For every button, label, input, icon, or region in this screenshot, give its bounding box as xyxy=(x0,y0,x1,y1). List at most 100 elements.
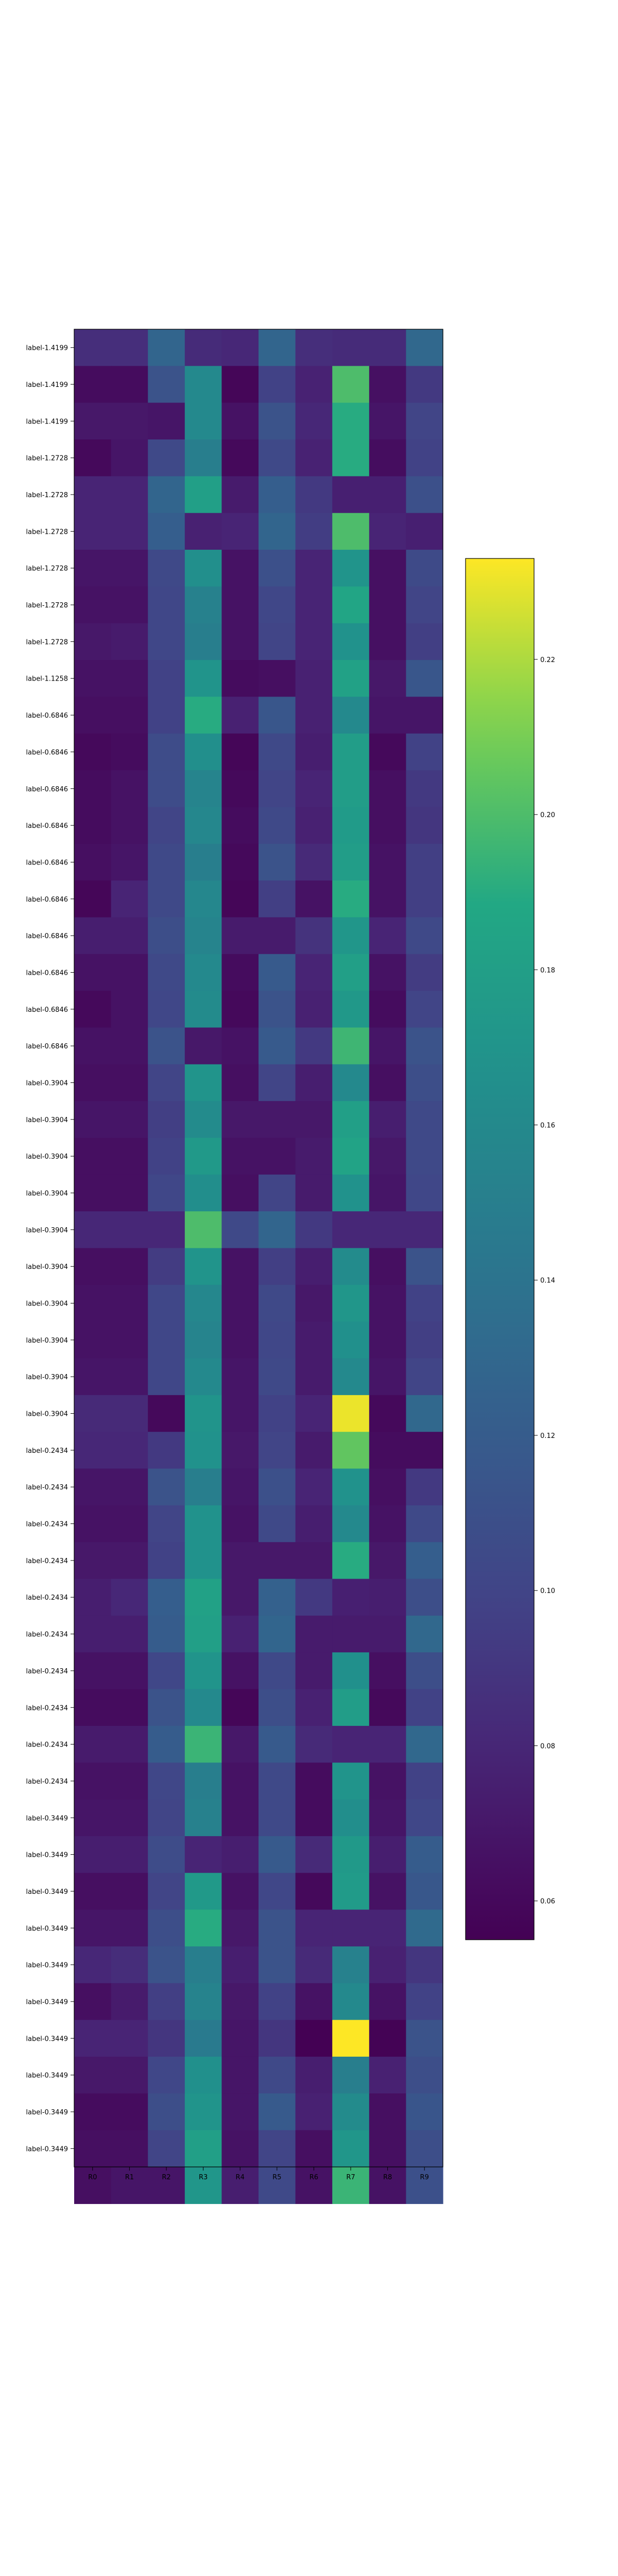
heatmap-cell xyxy=(221,1983,259,2021)
heatmap-cell xyxy=(295,366,333,403)
heatmap-cell xyxy=(111,1615,148,1653)
heatmap-cell xyxy=(295,1468,333,1506)
heatmap-cell xyxy=(332,550,370,587)
heatmap-cell xyxy=(148,1468,185,1506)
heatmap-cell xyxy=(406,733,443,771)
heatmap-cell xyxy=(295,329,333,366)
heatmap-cell xyxy=(406,1027,443,1065)
y-tick-label: label-1.2728 xyxy=(26,565,68,573)
heatmap-cell xyxy=(111,770,148,808)
heatmap-cell xyxy=(406,1579,443,1616)
heatmap-cell xyxy=(295,1983,333,2021)
heatmap-cell xyxy=(148,2020,185,2057)
y-tick-label: label-0.6846 xyxy=(26,1043,68,1050)
heatmap-cell xyxy=(295,1762,333,1800)
heatmap-cell xyxy=(332,439,370,477)
heatmap-cell xyxy=(406,1468,443,1506)
y-tick-label: label-0.2434 xyxy=(26,1594,68,1602)
x-tick-label: R5 xyxy=(272,2174,281,2181)
heatmap-cell xyxy=(111,1983,148,2021)
heatmap-cell xyxy=(221,439,259,477)
heatmap-cell xyxy=(295,1652,333,1690)
heatmap-cell xyxy=(221,1284,259,1322)
heatmap-cell xyxy=(295,954,333,991)
heatmap-cell xyxy=(369,1542,406,1580)
heatmap-cell xyxy=(184,1652,222,1690)
heatmap-cell xyxy=(332,660,370,697)
heatmap-cell xyxy=(184,843,222,881)
heatmap-cell xyxy=(406,2020,443,2057)
heatmap-cell xyxy=(148,954,185,991)
heatmap-cell xyxy=(259,1762,296,1800)
heatmap-cell xyxy=(148,1284,185,1322)
colorbar-tick-label: 0.12 xyxy=(540,1432,555,1440)
heatmap-cell xyxy=(74,1836,112,1873)
heatmap-cell xyxy=(295,697,333,734)
y-tick-label: label-1.2728 xyxy=(26,528,68,536)
heatmap-cell xyxy=(184,807,222,844)
heatmap-cell xyxy=(184,2093,222,2131)
heatmap-cell xyxy=(184,513,222,550)
y-tick-label: label-0.2434 xyxy=(26,1778,68,1786)
heatmap-cell xyxy=(148,513,185,550)
heatmap-cell xyxy=(74,1432,112,1469)
heatmap-cell xyxy=(295,623,333,660)
heatmap-cell xyxy=(74,807,112,844)
heatmap-cell xyxy=(184,1432,222,1469)
heatmap-cell xyxy=(332,1836,370,1873)
heatmap-cell xyxy=(221,1138,259,1175)
heatmap-cell xyxy=(74,1505,112,1543)
heatmap-cell xyxy=(369,770,406,808)
heatmap-cell xyxy=(74,2093,112,2131)
y-tick-label: label-1.2728 xyxy=(26,455,68,463)
heatmap-cell xyxy=(332,513,370,550)
heatmap-cell xyxy=(259,1174,296,1212)
heatmap-cell xyxy=(74,1248,112,1285)
heatmap-cell xyxy=(332,807,370,844)
heatmap-cell xyxy=(221,550,259,587)
heatmap-cell xyxy=(148,2093,185,2131)
heatmap-cell xyxy=(221,1542,259,1580)
heatmap-cell xyxy=(148,550,185,587)
heatmap-cell xyxy=(184,550,222,587)
heatmap-cell xyxy=(332,1395,370,1432)
x-tick-label: R3 xyxy=(199,2174,208,2181)
heatmap-cell xyxy=(259,1946,296,1984)
heatmap-cell xyxy=(369,2020,406,2057)
heatmap-cell xyxy=(295,1689,333,1726)
heatmap-cell xyxy=(295,1615,333,1653)
heatmap-cell xyxy=(369,2130,406,2167)
heatmap-cell xyxy=(184,2167,222,2204)
heatmap-cell xyxy=(184,1138,222,1175)
heatmap-cell xyxy=(369,439,406,477)
y-tick-label: label-0.3449 xyxy=(26,1888,68,1896)
y-tick-label: label-0.3449 xyxy=(26,2109,68,2116)
heatmap-cell xyxy=(221,2056,259,2094)
heatmap-cell xyxy=(369,1652,406,1690)
heatmap-cell xyxy=(332,1358,370,1396)
heatmap-cell xyxy=(111,1799,148,1837)
heatmap-cell xyxy=(148,439,185,477)
heatmap-cell xyxy=(295,476,333,514)
heatmap-cell xyxy=(259,439,296,477)
heatmap-cell xyxy=(221,1432,259,1469)
heatmap-cell xyxy=(259,550,296,587)
colorbar-tick-label: 0.08 xyxy=(540,1742,555,1750)
heatmap-cell xyxy=(295,991,333,1028)
heatmap-cell xyxy=(295,439,333,477)
heatmap-cell xyxy=(332,1579,370,1616)
heatmap-cell xyxy=(184,1836,222,1873)
heatmap-cell xyxy=(184,366,222,403)
heatmap-cell xyxy=(74,1542,112,1580)
heatmap-cell xyxy=(184,1946,222,1984)
y-tick-label: label-0.3449 xyxy=(26,1998,68,2006)
heatmap-cell xyxy=(74,1395,112,1432)
heatmap-cell xyxy=(148,476,185,514)
heatmap-cell xyxy=(332,733,370,771)
heatmap-cell xyxy=(259,1358,296,1396)
heatmap-cell xyxy=(148,733,185,771)
heatmap-cell xyxy=(295,1358,333,1396)
y-tick-label: label-0.6846 xyxy=(26,896,68,904)
heatmap-cell xyxy=(74,1211,112,1249)
heatmap-cell xyxy=(332,1284,370,1322)
